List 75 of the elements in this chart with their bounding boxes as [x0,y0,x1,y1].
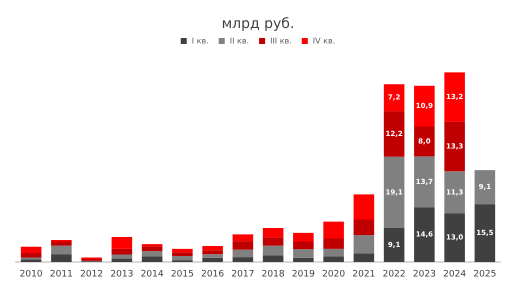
bar [142,246,162,252]
bar [384,228,404,262]
bar [414,156,435,208]
bar [354,194,374,220]
bar [354,219,374,236]
bar [202,254,223,258]
bar [202,246,223,250]
bar [142,256,162,262]
bar [232,250,254,258]
bar [202,258,223,262]
bar [293,232,314,242]
bar [323,256,344,262]
x-tick-label: 2022 [382,270,406,280]
chart-title: млрд руб. [222,16,294,32]
bar [384,111,404,157]
bar [262,237,284,246]
bar [444,171,465,214]
bar [323,248,344,256]
bar [323,222,344,238]
bar [172,256,193,260]
bar [354,235,374,254]
bar [474,204,496,262]
bar [232,257,254,262]
x-tick-label: 2025 [473,270,496,280]
x-tick-label: 2010 [20,270,43,280]
bar [474,170,496,204]
legend-label: III кв. [270,36,292,46]
bar [444,213,465,262]
x-tick-label: 2011 [50,270,73,280]
bar [20,246,42,254]
bar [414,126,435,156]
bar [112,248,132,255]
x-tick-label: 2019 [292,270,316,280]
bar [112,254,132,259]
bar [262,246,284,256]
legend-label: IV кв. [312,36,336,46]
x-tick-label: 2017 [231,270,254,280]
x-tick-label: 2020 [322,270,346,280]
bar [51,254,72,262]
legend-label: I кв. [192,36,209,46]
x-tick-label: 2021 [352,270,376,280]
x-tick-label: 2012 [80,270,104,280]
bar [112,258,132,262]
bar [262,228,284,238]
bar [232,241,254,250]
x-tick-label: 2013 [110,270,134,280]
bar [323,238,344,249]
bar [172,252,193,256]
bar [202,250,223,254]
bar [51,241,72,246]
bar [142,251,162,256]
legend-label: II кв. [230,36,250,46]
bar [112,236,132,249]
bar [172,248,193,252]
bar [444,122,465,172]
bar [51,246,72,255]
bar [262,255,284,262]
bar [293,249,314,258]
bar [414,207,435,262]
x-tick-label: 2024 [443,270,466,280]
bar [20,259,42,262]
bar [232,234,254,242]
bar [293,241,314,250]
bar [384,84,404,112]
bar [293,258,314,262]
x-tick-label: 2018 [262,270,285,280]
x-tick-label: 2023 [412,270,436,280]
x-tick-label: 2016 [201,270,224,280]
x-tick-label: 2014 [140,270,164,280]
x-tick-label: 2015 [170,270,194,280]
bar [444,72,465,122]
bar [20,253,42,258]
bar [354,253,374,262]
bar [384,156,404,228]
bar [414,86,435,126]
